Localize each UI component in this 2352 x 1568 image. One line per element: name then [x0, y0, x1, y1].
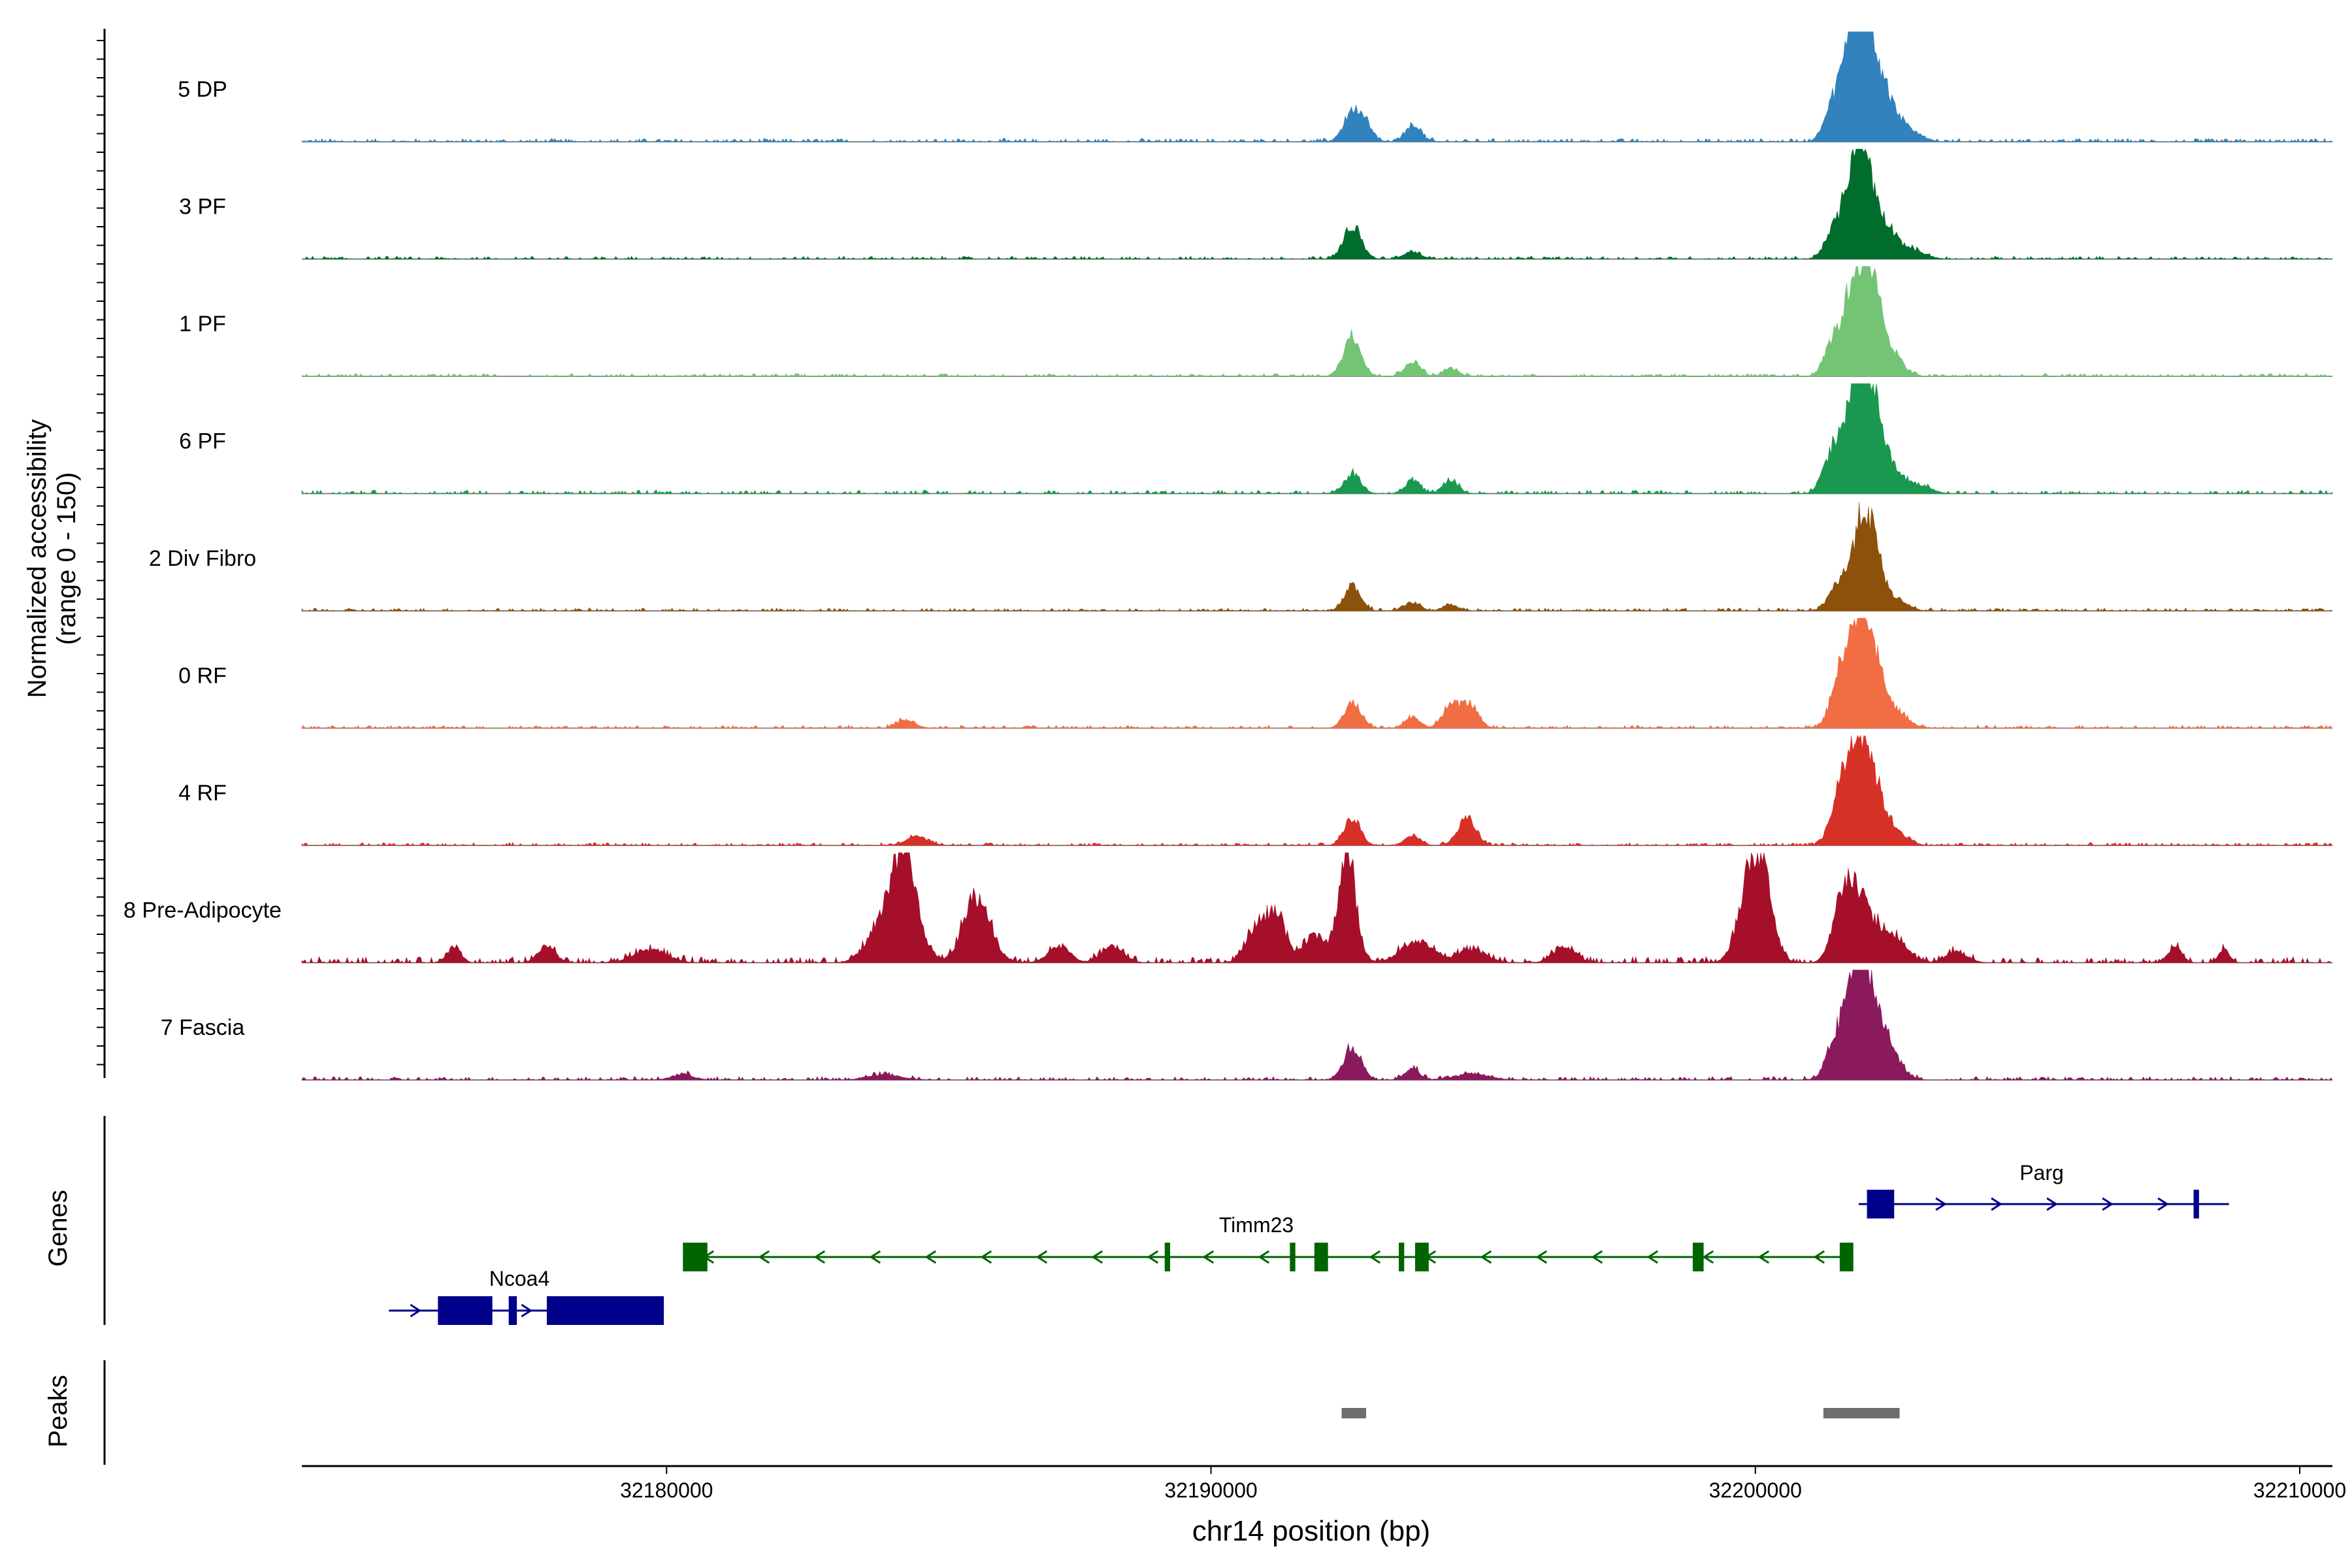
peak-region	[1341, 1408, 1366, 1418]
strand-arrow-icon	[1036, 1250, 1048, 1264]
gene-model: Timm23	[683, 1213, 1854, 1271]
strand-arrow-icon	[521, 1303, 533, 1318]
gene-exon	[1867, 1190, 1895, 1218]
x-tick-label: 32200000	[1709, 1478, 1802, 1502]
coverage-profile	[301, 617, 2333, 729]
genes-label: Genes	[44, 1190, 73, 1267]
coverage-track: 0 RF	[178, 617, 2333, 729]
coverage-profile	[302, 148, 2333, 260]
gene-exon	[1414, 1243, 1429, 1271]
coverage-profile	[301, 502, 2333, 612]
coverage-profile	[301, 970, 2333, 1081]
gene-exon	[1290, 1243, 1296, 1271]
track-label: 7 Fascia	[161, 1015, 245, 1040]
track-label: 6 PF	[179, 429, 226, 454]
track-label: 5 DP	[178, 77, 227, 102]
x-tick-label: 32180000	[620, 1478, 713, 1502]
strand-arrow-icon	[1535, 1250, 1548, 1264]
x-tick-label: 32210000	[2253, 1478, 2346, 1502]
strand-arrow-icon	[1147, 1250, 1159, 1264]
strand-arrow-icon	[980, 1250, 992, 1264]
gene-model: Parg	[1859, 1161, 2229, 1218]
strand-arrow-icon	[2046, 1197, 2058, 1211]
strand-arrow-icon	[2157, 1197, 2169, 1211]
strand-arrow-icon	[1480, 1250, 1492, 1264]
peak-region	[1823, 1408, 1900, 1418]
strand-arrow-icon	[1757, 1250, 1770, 1264]
gene-model: Ncoa4	[389, 1267, 664, 1325]
strand-arrow-icon	[1813, 1250, 1825, 1264]
gene-exon	[1398, 1243, 1405, 1271]
coverage-profile	[301, 852, 2333, 964]
strand-arrow-icon	[410, 1303, 422, 1318]
strand-arrow-icon	[869, 1250, 881, 1264]
gene-exon	[1314, 1243, 1328, 1271]
strand-arrow-icon	[1702, 1250, 1714, 1264]
gene-exon	[508, 1296, 517, 1325]
coverage-track: 4 RF	[178, 734, 2333, 846]
strand-arrow-icon	[924, 1250, 937, 1264]
strand-arrow-icon	[1646, 1250, 1659, 1264]
x-tick-label: 32190000	[1164, 1478, 1257, 1502]
coverage-track: 7 Fascia	[161, 970, 2333, 1081]
strand-arrow-icon	[1369, 1250, 1381, 1264]
peak-track	[103, 1360, 1900, 1465]
gene-name-label: Timm23	[1219, 1213, 1294, 1237]
strand-arrow-icon	[2102, 1197, 2114, 1211]
coverage-tracks: 5 DP 3 PF 1 PF 6 PF 2 Div Fibro 0 RF 4 RF 8 Pre…	[97, 29, 2333, 1081]
coverage-profile	[301, 266, 2332, 377]
coverage-track: 1 PF	[179, 266, 2332, 377]
coverage-track: 5 DP	[178, 31, 2333, 142]
track-label: 8 Pre-Adipocyte	[123, 898, 282, 923]
strand-arrow-icon	[813, 1250, 826, 1264]
coverage-profile	[301, 31, 2333, 142]
strand-arrow-icon	[1202, 1250, 1215, 1264]
gene-name-label: Parg	[2019, 1161, 2064, 1184]
track-label: 2 Div Fibro	[149, 546, 256, 571]
x-axis-label: chr14 position (bp)	[1192, 1515, 1430, 1547]
coverage-track: 2 Div Fibro	[149, 502, 2333, 612]
y-axis-label: Normalized accessibility	[23, 419, 52, 698]
strand-arrow-icon	[1991, 1197, 2002, 1211]
strand-arrow-icon	[1091, 1250, 1103, 1264]
strand-arrow-icon	[1258, 1250, 1270, 1264]
gene-exon	[546, 1296, 664, 1325]
track-label: 0 RF	[178, 664, 227, 689]
strand-arrow-icon	[758, 1250, 770, 1264]
gene-exon	[1839, 1243, 1854, 1271]
coverage-track: 3 PF	[179, 148, 2333, 260]
coverage-track: 8 Pre-Adipocyte	[123, 852, 2333, 964]
gene-exon	[1692, 1243, 1704, 1271]
strand-arrow-icon	[1591, 1250, 1603, 1264]
strand-arrow-icon	[1935, 1197, 1947, 1211]
gene-exon	[2193, 1190, 2199, 1218]
peaks-label: Peaks	[44, 1375, 73, 1447]
y-axis-label-range: (range 0 - 150)	[52, 472, 81, 645]
gene-exon	[438, 1296, 493, 1325]
x-axis: 32180000 32190000 32200000 32210000	[302, 1465, 2346, 1502]
coverage-profile	[301, 383, 2333, 495]
coverage-profile	[301, 734, 2333, 846]
gene-exon	[683, 1243, 708, 1271]
gene-exon	[1164, 1243, 1171, 1271]
coverage-track: 6 PF	[179, 383, 2333, 495]
gene-name-label: Ncoa4	[489, 1267, 550, 1290]
track-label: 4 RF	[178, 781, 227, 806]
gene-track: Ncoa4 Timm23 Parg	[103, 1116, 2229, 1325]
track-label: 3 PF	[179, 195, 226, 220]
track-label: 1 PF	[179, 312, 226, 336]
